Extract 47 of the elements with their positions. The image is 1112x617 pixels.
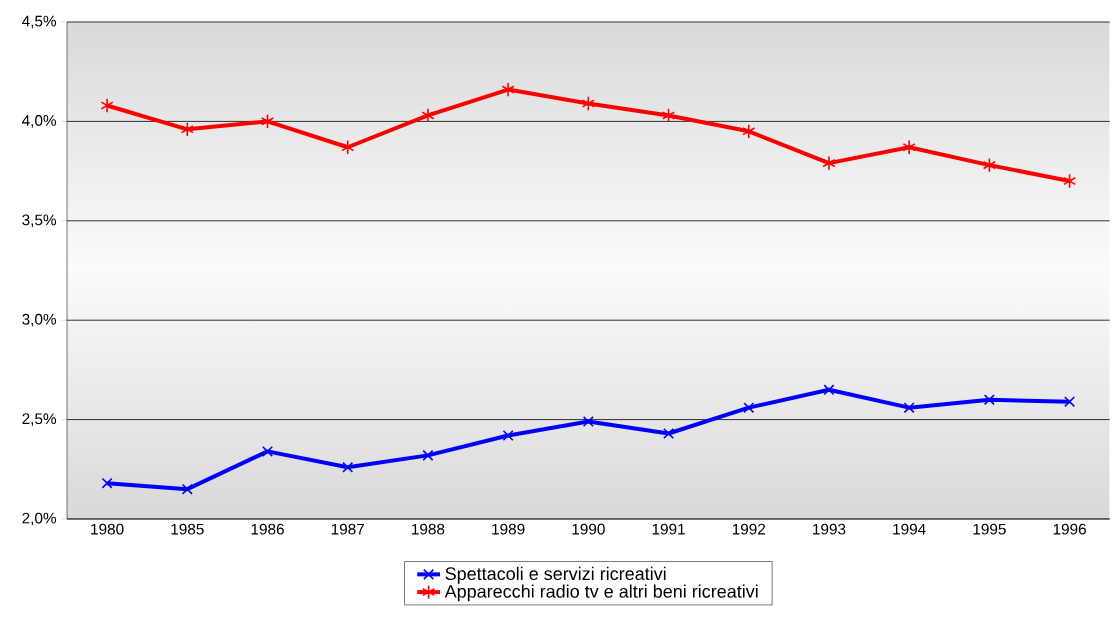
point [342, 461, 354, 473]
x-tick-label: 1985 [171, 523, 204, 535]
point [823, 384, 835, 396]
point [262, 445, 274, 457]
x-tick-label: 1992 [732, 523, 766, 535]
y-tick-label: 3,5% [22, 214, 57, 228]
legend-label: Apparecchi radio tv e altri beni ricreativi [444, 584, 758, 602]
y-tick-label: 2,0% [22, 512, 57, 526]
point [180, 121, 194, 137]
point [903, 402, 915, 414]
x-tick-label: 1986 [251, 523, 284, 535]
x-tick-label: 1994 [893, 523, 926, 535]
x-tick-label: 1980 [91, 523, 124, 535]
point [742, 123, 756, 139]
point [1063, 173, 1077, 189]
point [663, 428, 675, 440]
x-tick-label: 1991 [652, 523, 685, 535]
point [581, 96, 595, 111]
point [422, 449, 434, 461]
y-tick-label: 4,5% [22, 15, 57, 29]
y-tick-label: 3,0% [22, 313, 57, 327]
x-tick-label: 1989 [492, 523, 525, 535]
point [260, 113, 275, 129]
point [1064, 396, 1076, 408]
y-tick-label: 4,0% [22, 115, 57, 128]
point [982, 157, 996, 173]
point [101, 477, 113, 489]
x-tick-label: 1996 [1053, 523, 1086, 535]
point [743, 402, 755, 414]
point [582, 416, 594, 428]
point [501, 82, 515, 98]
point [902, 139, 916, 155]
x-tick-label: 1993 [813, 523, 846, 535]
x-tick-label: 1987 [331, 523, 364, 535]
x-tick-label: 1995 [973, 523, 1006, 535]
point [661, 107, 676, 123]
x-tick-label: 1988 [412, 523, 445, 535]
point [341, 139, 355, 155]
point [100, 98, 114, 113]
point [822, 155, 836, 171]
point [181, 483, 193, 495]
legend-label: Spettacoli e servizi ricreativi [445, 566, 666, 584]
point [502, 429, 514, 442]
x-tick-label: 1990 [572, 523, 605, 535]
y-tick-label: 2,5% [22, 413, 57, 426]
point [983, 394, 995, 406]
point [421, 107, 435, 123]
